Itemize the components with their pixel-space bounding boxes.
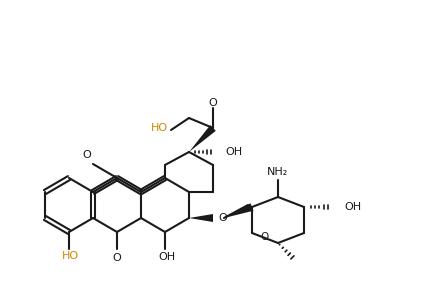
Text: HO: HO [150, 123, 168, 133]
Text: O: O [209, 98, 217, 108]
Text: OH: OH [158, 252, 176, 262]
Polygon shape [189, 214, 213, 222]
Text: OH: OH [344, 202, 361, 212]
Text: O: O [260, 232, 268, 242]
Text: O: O [218, 213, 227, 223]
Text: OH: OH [225, 147, 242, 157]
Text: HO: HO [61, 251, 78, 261]
Text: O: O [112, 253, 121, 263]
Text: NH₂: NH₂ [267, 167, 288, 177]
Polygon shape [224, 203, 254, 218]
Text: O: O [82, 150, 91, 160]
Polygon shape [189, 125, 216, 152]
